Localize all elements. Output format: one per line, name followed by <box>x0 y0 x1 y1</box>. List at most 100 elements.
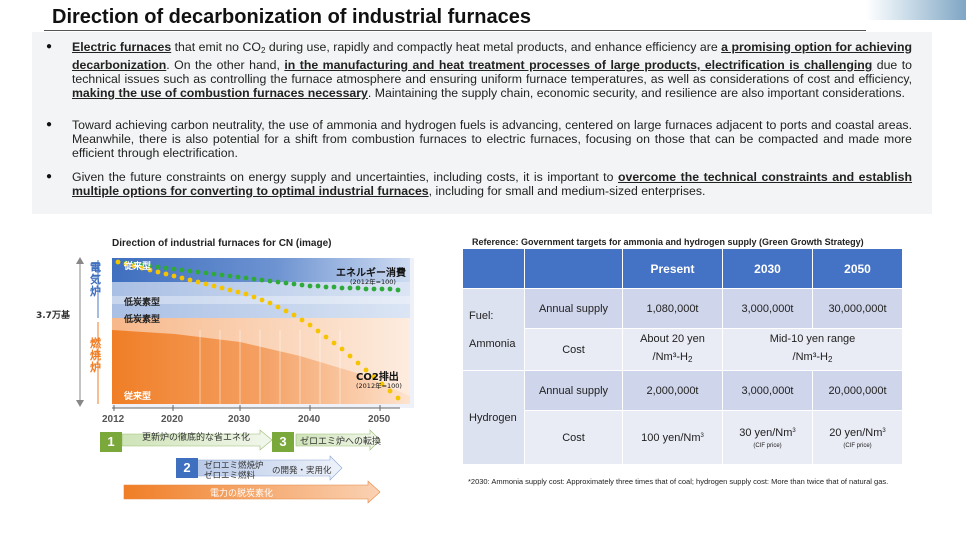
hydrogen-cost-2050-value: 20 yen/Nm <box>829 426 883 439</box>
text-span: due to technical issues such as controll… <box>72 58 912 86</box>
total-furnaces-label: 3.7万基 <box>36 311 70 321</box>
step1-text: 更新炉の徹底的な省エネ化 <box>142 433 251 443</box>
x-axis-ticks <box>113 405 381 411</box>
ammonia-group-cell: Fuel: Ammonia <box>462 288 525 371</box>
co2-emission-label: CO2排出 <box>356 372 399 383</box>
power-decarbonization-text: 電力の脱炭素化 <box>210 489 274 499</box>
table-footnote: *2030: Ammonia supply cost: Approximatel… <box>468 477 889 486</box>
hydrogen-supply-2050: 20,000,000t <box>812 370 903 411</box>
co2-emission-sublabel: (2012年=100) <box>356 382 402 390</box>
power-decarbonization-arrow <box>123 480 381 504</box>
emphasis-multiple-options: overcome the technical constraints and e… <box>72 170 912 198</box>
superscript: 3 <box>882 427 886 434</box>
ammonia-supply-label: Annual supply <box>524 288 623 329</box>
step2-arrow <box>195 455 343 481</box>
ammonia-supply-2050: 30,000,000t <box>812 288 903 329</box>
furnace-direction-diagram: 電気炉 燃焼炉 3.7万基 従来型 低炭素型 低炭素型 従来型 エネルギー消費 … <box>0 0 470 540</box>
combustion-conventional-band <box>112 330 410 404</box>
text-span: that emit no CO <box>171 40 261 54</box>
superscript: 3 <box>792 427 796 434</box>
header-blank <box>462 248 525 289</box>
table-row: Fuel: Ammonia Annual supply 1,080,000t 3,… <box>462 288 903 371</box>
hydrogen-cost-2030: 30 yen/Nm3 (CIF price) <box>722 410 813 465</box>
subscript: 2 <box>687 355 693 364</box>
ammonia-cost-label: Cost <box>524 328 623 371</box>
hydrogen-supply-2030: 3,000,000t <box>722 370 813 411</box>
year-label: 2012 <box>102 414 125 425</box>
corner-decoration <box>866 0 966 20</box>
text-span: , including for small and medium-sized e… <box>428 184 706 198</box>
energy-consumption-label: エネルギー消費 <box>336 268 406 279</box>
step2-tail: の開発・実用化 <box>272 466 332 476</box>
subscript: 2 <box>260 46 266 55</box>
subscript: 2 <box>827 355 833 364</box>
step2-badge: 2 <box>176 458 198 478</box>
ammonia-supply-present: 1,080,000t <box>622 288 723 329</box>
combustion-conventional-label: 従来型 <box>124 392 152 402</box>
cif-note: (CIF price) <box>753 442 782 449</box>
stripe-texture <box>199 330 341 404</box>
ammonia-cost-future-line2: /Nm³-H <box>792 351 828 363</box>
bullet-future-constraints: Given the future constraints on energy s… <box>46 170 912 198</box>
electric-conventional-label: 従来型 <box>124 262 152 272</box>
hydrogen-cost-present-value: 100 yen/Nm <box>641 431 701 444</box>
hydrogen-group-cell: Hydrogen <box>462 370 525 465</box>
bullet-panel: Electric furnaces that emit no CO2 durin… <box>32 32 932 214</box>
header-2030: 2030 <box>722 248 813 289</box>
header-2050: 2050 <box>812 248 903 289</box>
hydrogen-cost-2050: 20 yen/Nm3 (CIF price) <box>812 410 903 465</box>
emphasis-combustion-necessary: making the use of combustion furnaces ne… <box>72 86 368 100</box>
cif-note: (CIF price) <box>843 442 872 449</box>
text-span: Given the future constraints on energy s… <box>72 170 618 184</box>
emphasis-electric-furnaces: Electric furnaces <box>72 40 172 54</box>
supply-targets-table: Present 2030 2050 Fuel: Ammonia Annual su… <box>462 248 903 465</box>
step1-arrow <box>121 429 273 451</box>
ammonia-cost-present-line2: /Nm³-H <box>652 351 688 363</box>
superscript: 3 <box>700 432 704 439</box>
ammonia-supply-2030: 3,000,000t <box>722 288 813 329</box>
table-row: Hydrogen Annual supply 2,000,000t 3,000,… <box>462 370 903 465</box>
hydrogen-cost-present: 100 yen/Nm3 <box>622 410 723 465</box>
total-arrow-top <box>76 257 84 264</box>
header-present: Present <box>622 248 723 289</box>
page-title: Direction of decarbonization of industri… <box>52 6 531 28</box>
step2-line1: ゼロエミ燃焼炉 <box>204 461 264 471</box>
emphasis-electrification-challenging: in the manufacturing and heat treatment … <box>284 58 873 72</box>
step3-arrow <box>295 429 381 451</box>
hydrogen-cost-label: Cost <box>524 410 623 465</box>
electric-furnace-label: 電気炉 <box>90 261 101 298</box>
text-span: . Maintaining the supply chain, economic… <box>367 86 905 100</box>
ammonia-cost-present-line1: About 20 yen <box>640 333 705 345</box>
energy-consumption-sublabel: (2012年=100) <box>350 278 396 286</box>
step3-text: ゼロエミ炉への転換 <box>300 437 382 447</box>
diagram-title: Direction of industrial furnaces for CN … <box>112 238 332 249</box>
emphasis-promising-option: a promising option for achieving decarbo… <box>72 40 912 72</box>
year-label: 2030 <box>228 414 251 425</box>
table-row: Cost 100 yen/Nm3 30 yen/Nm3 (CIF price) 2… <box>463 410 903 465</box>
combustion-low-carbon-label: 低炭素型 <box>124 315 161 325</box>
year-label: 2020 <box>161 414 184 425</box>
co2-emission-dots <box>115 259 401 401</box>
energy-consumption-dots <box>115 259 401 293</box>
reference-title: Reference: Government targets for ammoni… <box>472 237 864 247</box>
title-divider <box>44 30 866 31</box>
step2-line2: ゼロエミ燃料 <box>204 471 256 481</box>
text-span: during use, rapidly and compactly heat m… <box>265 40 722 54</box>
table-header-row: Present 2030 2050 <box>462 248 903 289</box>
electric-low-carbon-label: 低炭素型 <box>124 298 161 308</box>
bullet-electric-furnaces: Electric furnaces that emit no CO2 durin… <box>46 40 912 100</box>
table-row: Cost About 20 yen/Nm³-H2 Mid-10 yen rang… <box>463 328 903 371</box>
step3-badge: 3 <box>272 432 294 452</box>
step1-badge: 1 <box>100 432 122 452</box>
ammonia-cost-future-line1: Mid-10 yen range <box>769 333 856 345</box>
ammonia-cost-present: About 20 yen/Nm³-H2 <box>622 328 723 371</box>
bullet-carbon-neutrality: Toward achieving carbon neutrality, the … <box>46 118 912 160</box>
diagram-graphic <box>76 257 414 504</box>
ammonia-cost-future: Mid-10 yen range/Nm³-H2 <box>722 328 903 371</box>
combustion-furnace-label: 燃焼炉 <box>90 337 101 374</box>
year-label: 2040 <box>298 414 321 425</box>
hydrogen-supply-label: Annual supply <box>524 370 623 411</box>
hydrogen-cost-2030-value: 30 yen/Nm <box>739 426 793 439</box>
year-label: 2050 <box>368 414 391 425</box>
ammonia-group-line2: Ammonia <box>469 337 516 350</box>
